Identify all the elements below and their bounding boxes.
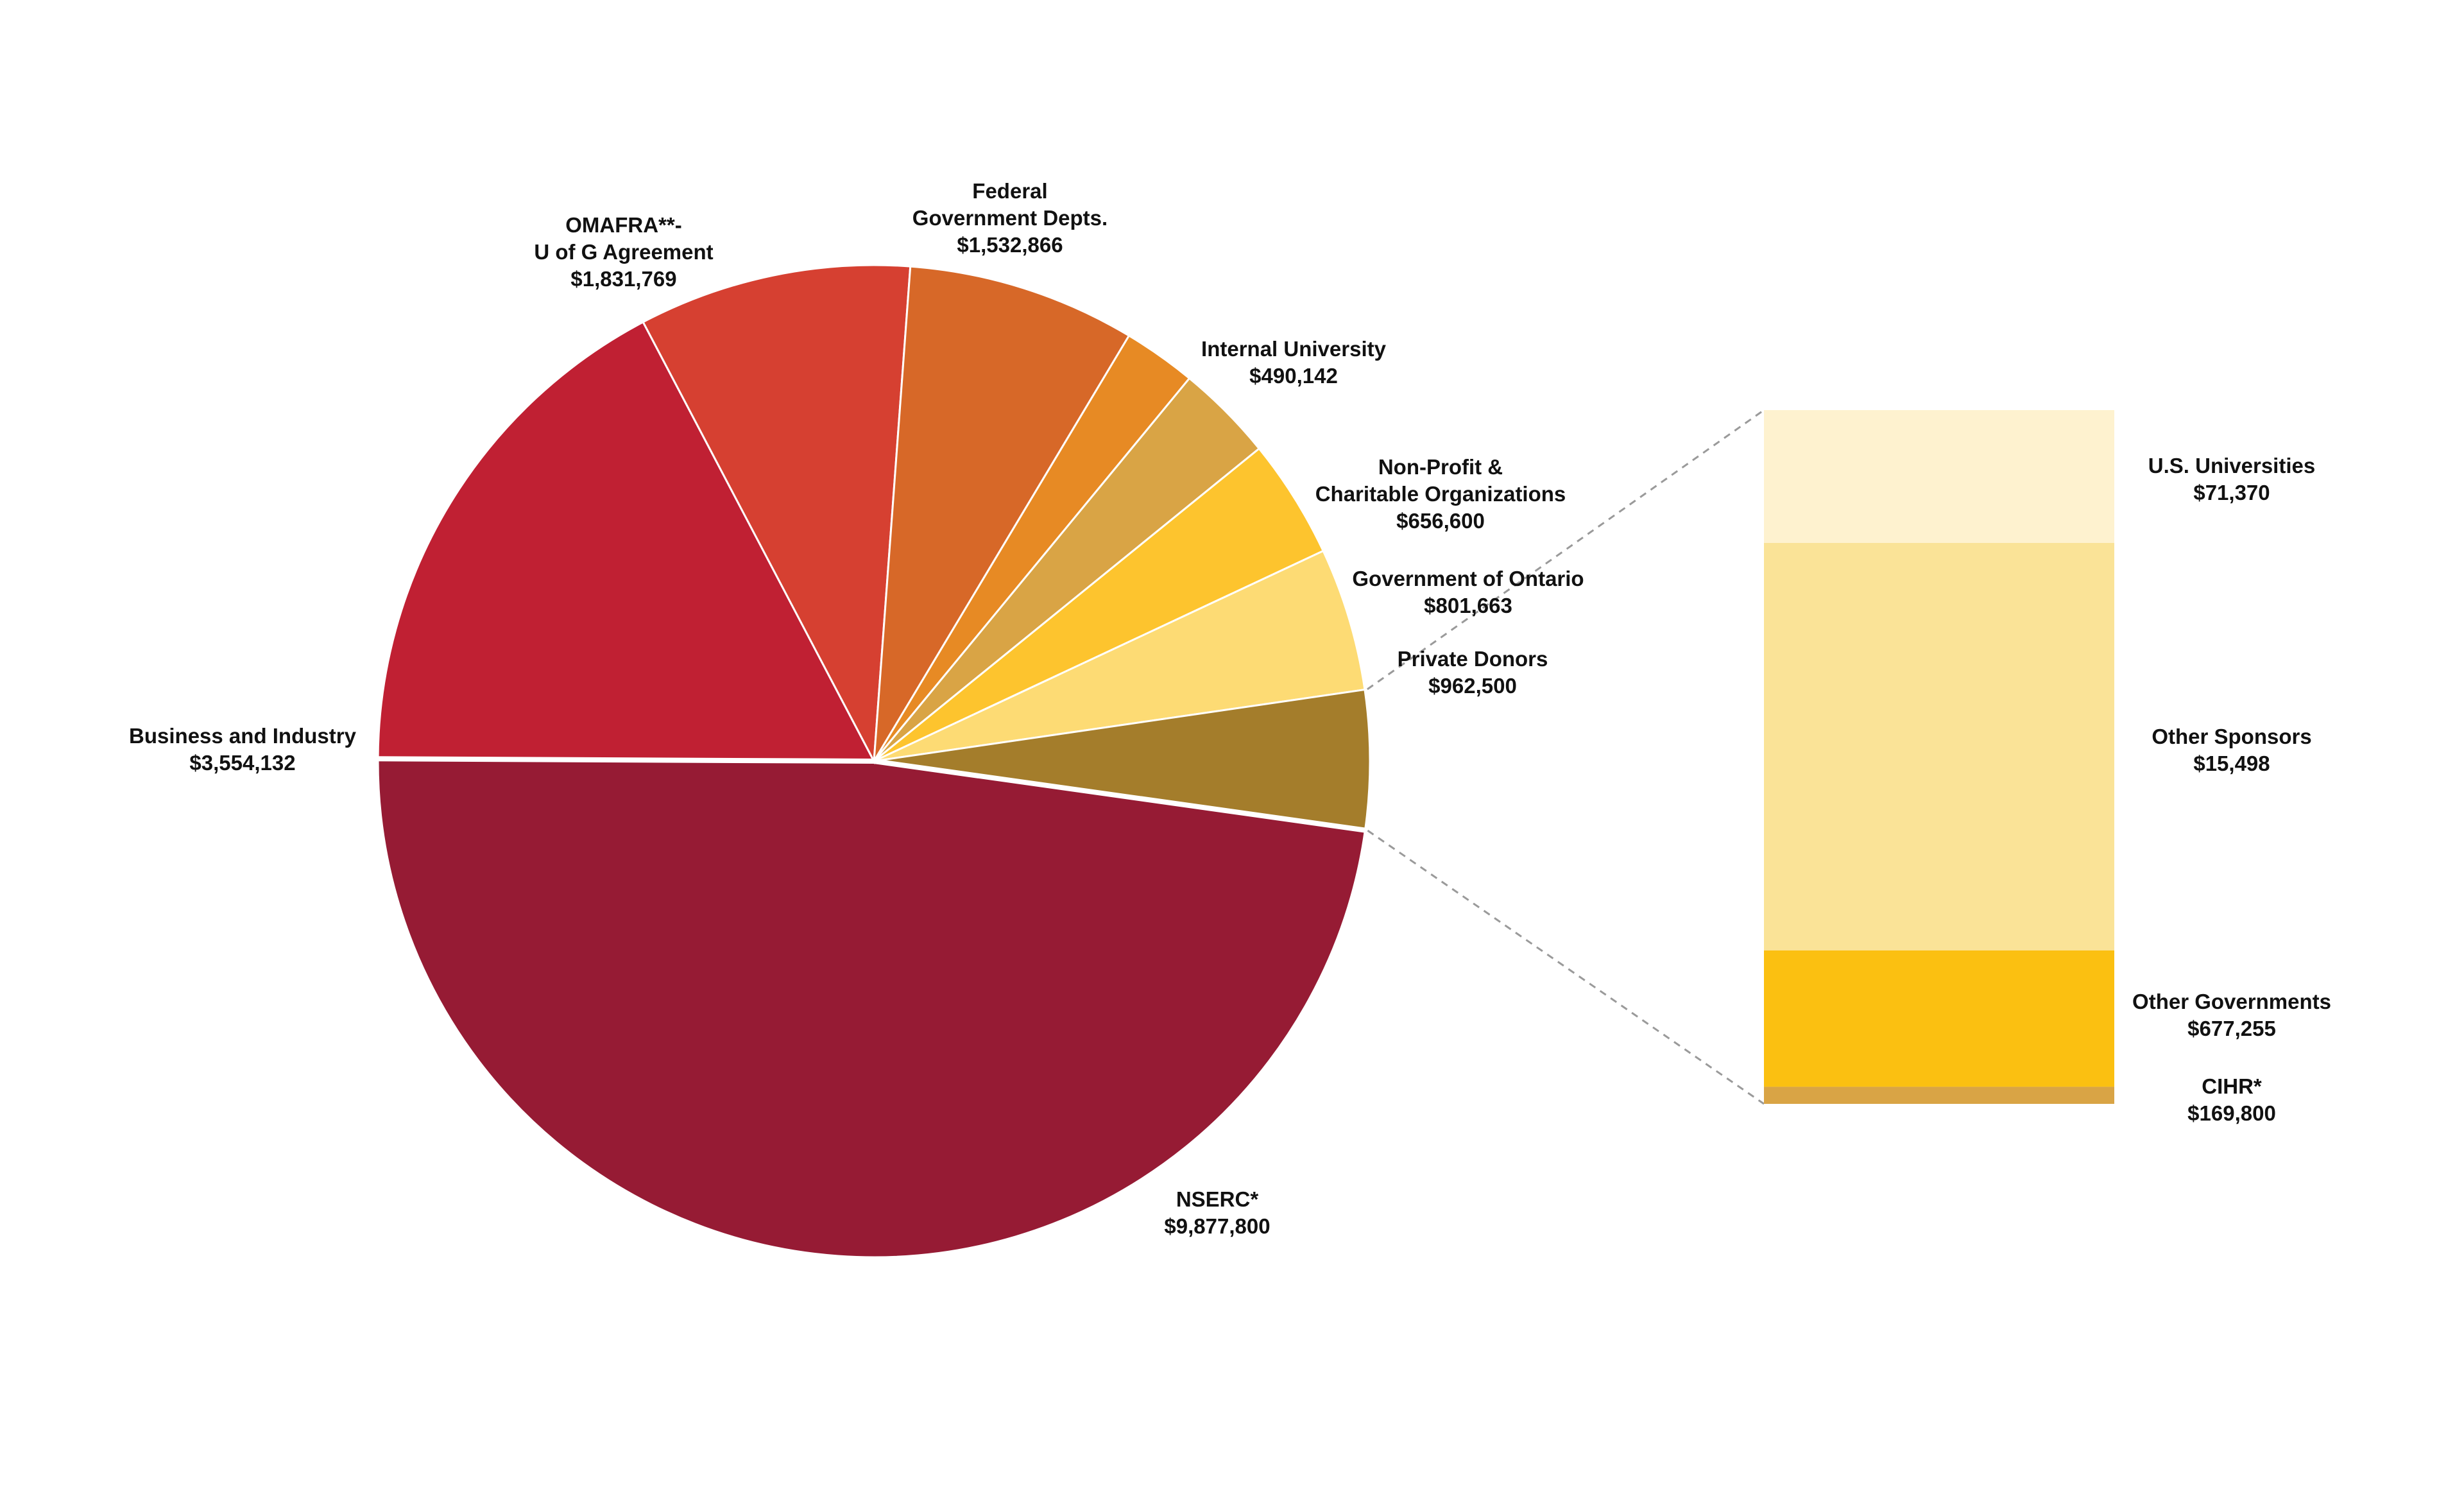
- slice-label-internal-university: Internal University $490,142: [1201, 337, 1387, 388]
- slice-label-non-profit-charitable-organizations-value: $656,600: [1396, 509, 1485, 533]
- segment-label-u-s-universities-line: U.S. Universities: [2148, 454, 2315, 477]
- segment-label-other-sponsors: Other Sponsors $15,498: [2152, 725, 2311, 775]
- segment-label-cihr: CIHR* $169,800: [2187, 1074, 2276, 1125]
- slice-label-private-donors-line: Private Donors: [1398, 647, 1548, 671]
- slice-label-omafra-u-of-g-agreement-value: $1,831,769: [570, 267, 676, 291]
- chart-labels: NSERC* $9,877,800 Business and Industry $3,…: [129, 179, 2331, 1238]
- slice-label-government-of-ontario-value: $801,663: [1424, 594, 1512, 617]
- slice-label-private-donors: Private Donors $962,500: [1398, 647, 1548, 698]
- slice-label-government-of-ontario: Government of Ontario $801,663: [1352, 567, 1584, 617]
- segment-label-cihr-value: $169,800: [2187, 1101, 2276, 1125]
- slice-label-nserc: NSERC* $9,877,800: [1164, 1187, 1270, 1238]
- pie-slice-private-donors: [873, 549, 1366, 762]
- slice-label-non-profit-charitable-organizations-line: Charitable Organizations: [1315, 482, 1566, 506]
- breakdown-segment-other-governments: [1764, 950, 2114, 1087]
- slice-label-business-and-industry: Business and Industry $3,554,132: [129, 724, 357, 775]
- pie-slice-nserc: [377, 757, 1367, 1259]
- connector-line-1: [1367, 829, 1765, 1105]
- slice-label-omafra-u-of-g-agreement-line: OMAFRA**-: [565, 213, 681, 237]
- slice-label-business-and-industry-value: $3,554,132: [189, 751, 295, 775]
- slice-label-government-of-ontario-line: Government of Ontario: [1352, 567, 1584, 590]
- pie-slice-government-of-ontario: [873, 447, 1325, 762]
- segment-label-other-sponsors-value: $15,498: [2193, 752, 2270, 775]
- segment-label-u-s-universities-value: $71,370: [2193, 481, 2270, 504]
- nserc-separator-0: [873, 759, 1367, 833]
- slice-label-federal-government-depts-line: Government Depts.: [912, 206, 1108, 230]
- slice-label-federal-government-depts-value: $1,532,866: [957, 233, 1063, 257]
- segment-label-other-sponsors-line: Other Sponsors: [2152, 725, 2311, 748]
- segment-label-other-governments-line: Other Governments: [2132, 990, 2331, 1013]
- connector-line-0: [1367, 409, 1765, 691]
- slice-label-nserc-value: $9,877,800: [1164, 1214, 1270, 1238]
- segment-label-other-governments-value: $677,255: [2187, 1017, 2276, 1040]
- segment-label-other-governments: Other Governments $677,255: [2132, 990, 2331, 1040]
- nserc-separator-1: [376, 756, 875, 764]
- segment-label-cihr-line: CIHR*: [2202, 1074, 2262, 1098]
- breakdown-connectors: [1367, 409, 1765, 1105]
- slice-label-business-and-industry-line: Business and Industry: [129, 724, 357, 748]
- slice-label-internal-university-value: $490,142: [1249, 364, 1338, 388]
- pie-slice-other: [873, 688, 1371, 832]
- pie-slice-omafra-u-of-g-agreement: [642, 264, 912, 765]
- breakdown-segment-u-s-universities: [1764, 410, 2114, 544]
- slice-label-internal-university-line: Internal University: [1201, 337, 1387, 361]
- slice-label-omafra-u-of-g-agreement: OMAFRA**- U of G Agreement $1,831,769: [534, 213, 713, 291]
- pie-slices: [376, 264, 1371, 1259]
- slice-label-private-donors-value: $962,500: [1428, 674, 1517, 698]
- breakdown-segment-cihr: [1764, 1087, 2114, 1104]
- segment-label-u-s-universities: U.S. Universities $71,370: [2148, 454, 2315, 504]
- pie-slice-business-and-industry: [377, 320, 876, 762]
- slice-label-non-profit-charitable-organizations-line: Non-Profit &: [1378, 455, 1503, 479]
- breakdown-stacked-bar: [1764, 410, 2114, 1104]
- slice-label-federal-government-depts-line: Federal: [972, 179, 1047, 203]
- slice-label-nserc-line: NSERC*: [1176, 1187, 1259, 1211]
- slice-label-omafra-u-of-g-agreement-line: U of G Agreement: [534, 240, 713, 264]
- breakdown-segment-other-sponsors: [1764, 543, 2114, 950]
- slice-label-non-profit-charitable-organizations: Non-Profit & Charitable Organizations $656…: [1315, 455, 1566, 533]
- slice-label-federal-government-depts: Federal Government Depts. $1,532,866: [912, 179, 1108, 257]
- pie-slice-federal-government-depts: [873, 265, 1131, 762]
